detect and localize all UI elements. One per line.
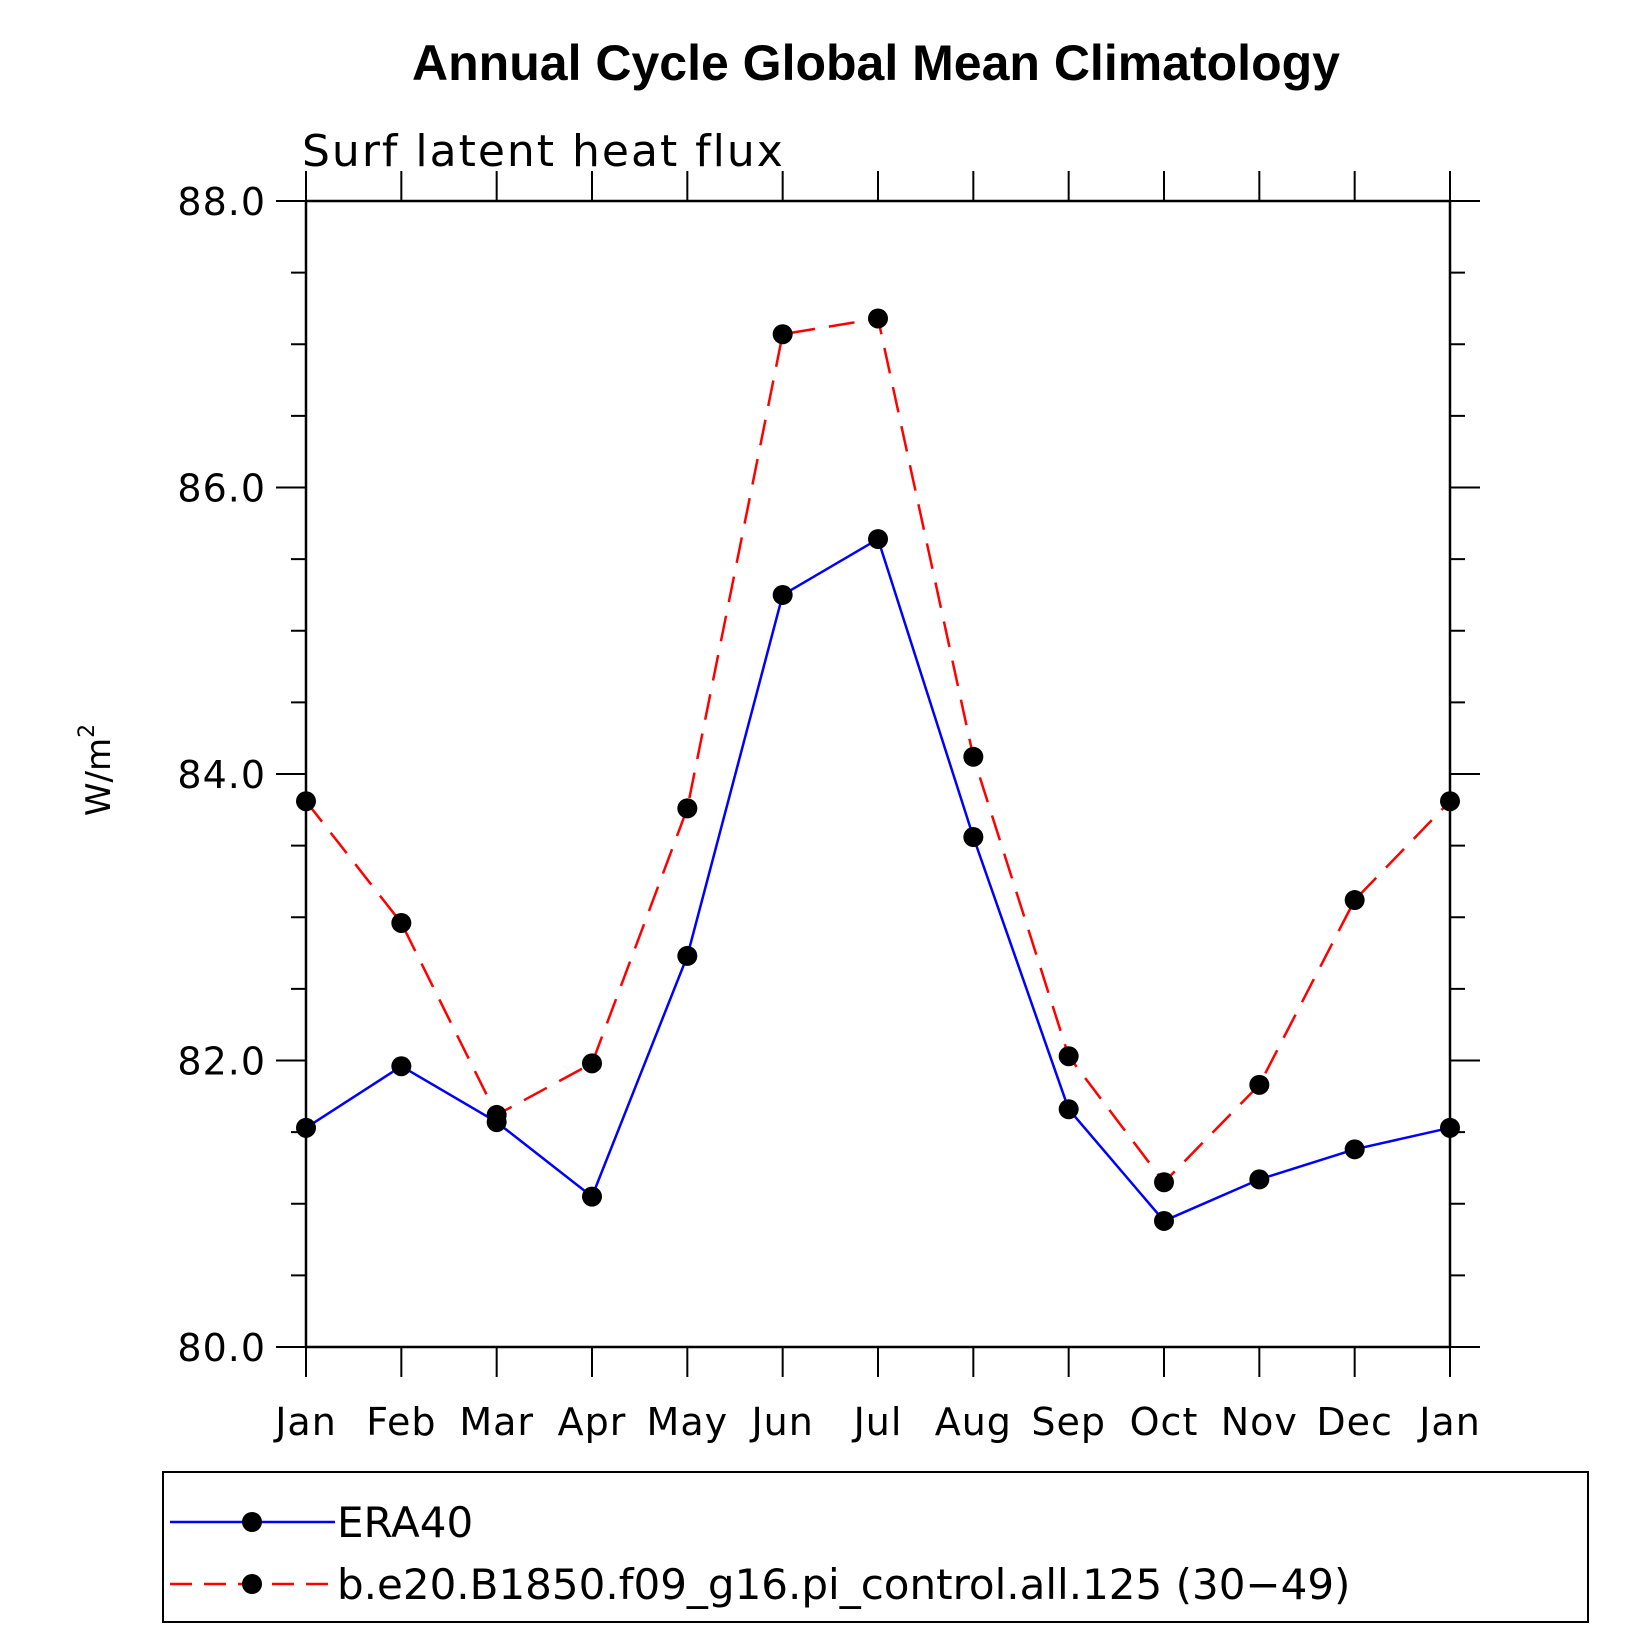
series-layer xyxy=(296,308,1460,1231)
data-point xyxy=(677,945,698,966)
series-line xyxy=(305,317,1451,1185)
data-point xyxy=(1249,1074,1270,1095)
data-point xyxy=(677,798,698,819)
data-point xyxy=(1058,1046,1079,1067)
data-point xyxy=(296,791,316,812)
data-point xyxy=(1154,1172,1174,1193)
chart-subtitle: Surf latent heat flux xyxy=(302,126,785,177)
legend-marker xyxy=(242,1574,262,1594)
x-tick-label: May xyxy=(647,1400,729,1444)
x-tick-label: Dec xyxy=(1316,1400,1393,1444)
data-point xyxy=(1058,1099,1079,1120)
data-point xyxy=(296,1117,316,1138)
x-tick-label: Jan xyxy=(273,1400,337,1444)
data-point xyxy=(868,529,888,550)
x-tick-label: Aug xyxy=(935,1400,1012,1444)
y-tick-label: 80.0 xyxy=(177,1326,266,1370)
legend-label: ERA40 xyxy=(337,1498,473,1547)
data-point xyxy=(582,1186,602,1207)
data-point xyxy=(1154,1210,1174,1231)
data-point xyxy=(582,1053,602,1074)
data-point xyxy=(1440,1117,1460,1138)
data-point xyxy=(391,912,412,933)
y-axis-label: W/m2 xyxy=(75,724,119,816)
y-axis-label-superscript: 2 xyxy=(75,724,100,738)
data-point xyxy=(486,1104,507,1125)
data-point xyxy=(868,308,888,329)
x-tick-label: Jan xyxy=(1417,1400,1481,1444)
y-tick-label: 84.0 xyxy=(177,753,266,797)
series-1 xyxy=(296,529,1460,1231)
chart-title: Annual Cycle Global Mean Climatology xyxy=(412,35,1340,91)
y-tick-label: 82.0 xyxy=(177,1040,266,1084)
data-point xyxy=(963,827,984,848)
y-tick-label: 88.0 xyxy=(177,180,266,224)
plot-frame xyxy=(304,199,1452,1349)
legend-marker xyxy=(242,1512,262,1532)
x-tick-label: Sep xyxy=(1031,1400,1106,1444)
y-tick-label: 86.0 xyxy=(177,467,266,511)
data-point xyxy=(391,1056,412,1077)
x-tick-label: Jul xyxy=(852,1400,903,1444)
data-point xyxy=(1249,1169,1270,1190)
series-2 xyxy=(296,308,1460,1193)
legend-label: b.e20.B1850.f09_g16.pi_control.all.125 (… xyxy=(337,1560,1350,1609)
y-axis: 80.0 82.0 84.0 86.0 88.0 xyxy=(177,180,1480,1370)
legend-entries: ERA40 b.e20.B1850.f09_g16.pi_control.all.… xyxy=(170,1498,1350,1609)
data-point xyxy=(1344,890,1365,911)
x-tick-label: Jun xyxy=(749,1400,813,1444)
x-tick-label: Nov xyxy=(1221,1400,1298,1444)
y-axis-label-text: W/m xyxy=(79,738,119,816)
legend-box xyxy=(162,1471,1589,1623)
legend: ERA40 b.e20.B1850.f09_g16.pi_control.all.… xyxy=(162,1471,1589,1623)
x-tick-label: Mar xyxy=(459,1400,534,1444)
x-tick-label: Oct xyxy=(1130,1400,1199,1444)
x-tick-label: Feb xyxy=(366,1400,436,1444)
data-point xyxy=(963,746,984,767)
series-line xyxy=(305,537,1451,1223)
data-point xyxy=(772,584,793,605)
data-point xyxy=(1344,1139,1365,1160)
x-axis: Jan Feb Mar Apr May Jun Jul Aug Sep Oct Nov Dec Jan xyxy=(273,171,1481,1444)
data-point xyxy=(772,324,793,345)
legend-entry: ERA40 xyxy=(170,1498,473,1547)
data-point xyxy=(1440,791,1460,812)
legend-entry: b.e20.B1850.f09_g16.pi_control.all.125 (… xyxy=(170,1560,1350,1609)
x-tick-label: Apr xyxy=(558,1400,627,1444)
